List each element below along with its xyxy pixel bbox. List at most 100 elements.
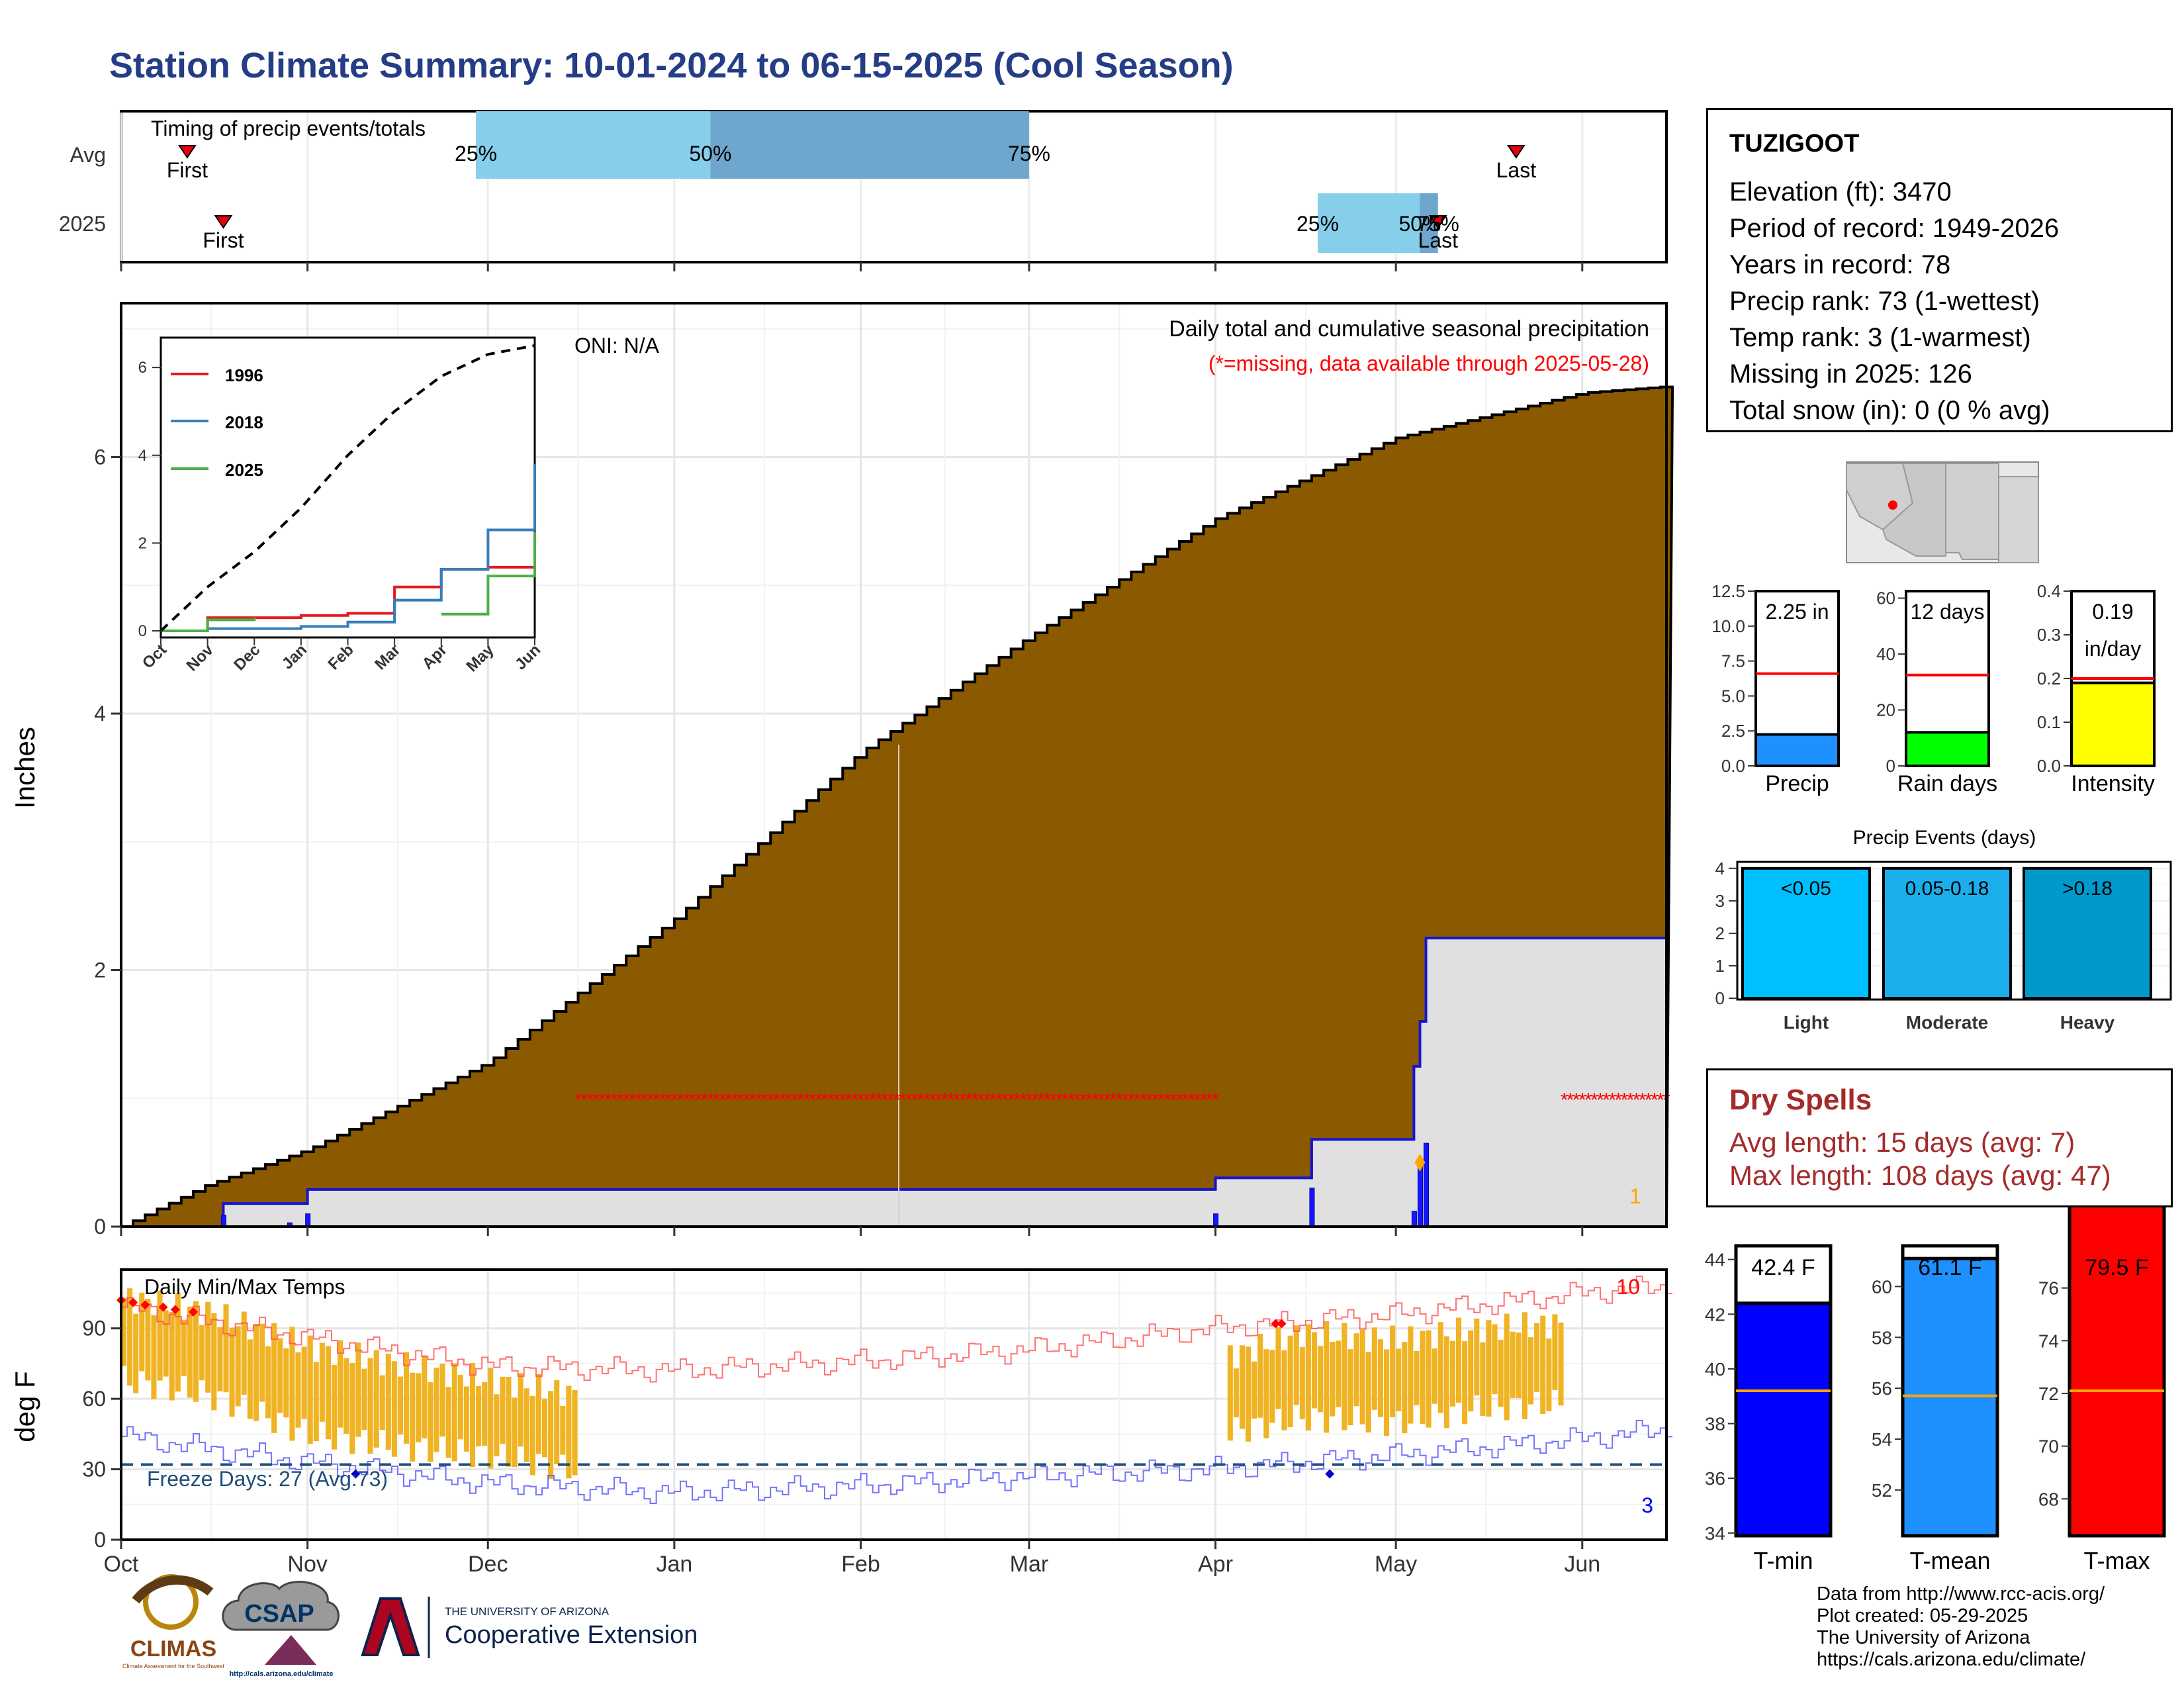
avg-q2-q3-band — [710, 111, 1029, 179]
temp-range-bar — [385, 1353, 391, 1450]
missing-star: * — [923, 1089, 931, 1111]
temp-range-bar — [1462, 1341, 1468, 1425]
missing-star: * — [1657, 1089, 1664, 1111]
inset-series-2025 — [161, 532, 536, 632]
missing-star: * — [827, 1089, 835, 1111]
temp-range-bar — [1468, 1330, 1474, 1412]
missing-star: * — [1007, 1089, 1015, 1111]
timing-marks — [178, 111, 1525, 253]
temp-range-bar — [307, 1335, 313, 1444]
missing-star: * — [1608, 1089, 1616, 1111]
summary-value-label-0: 2.25 in — [1765, 600, 1829, 624]
temp-range-bar — [247, 1339, 253, 1419]
summary-value-bar-0 — [1754, 733, 1840, 767]
temp-range-bar — [410, 1372, 416, 1462]
missing-star: * — [616, 1089, 624, 1111]
timing-panel: Timing of precip events/totals Avg 2025 … — [59, 110, 1668, 271]
temp-range-bar — [1420, 1331, 1426, 1425]
inset-legend: 1996 2018 2025 — [171, 365, 263, 480]
temp-range-bar — [1324, 1321, 1330, 1433]
2025-first-label: First — [203, 228, 244, 252]
missing-star: * — [809, 1089, 817, 1111]
precip-ytick-label: 2 — [94, 959, 106, 982]
precip-frame — [120, 302, 1668, 1228]
missing-star: * — [1140, 1089, 1148, 1111]
missing-star: * — [965, 1089, 973, 1111]
temp-summary-bars: 34 36 38 40 42 44 42.4 F T-min 52 54 56 58 60 61.1 F T… — [1705, 1194, 2166, 1574]
temp-summary-tick-label: 72 — [2038, 1383, 2059, 1404]
temp-range-bar — [127, 1288, 133, 1386]
temp-range-bar — [1390, 1325, 1396, 1417]
missing-star: * — [1187, 1089, 1195, 1111]
temp-summary-label-2: T-max — [2083, 1547, 2150, 1574]
precip-ytick-label: 4 — [94, 702, 106, 726]
events-category-label: Heavy — [2060, 1012, 2115, 1033]
record-low-marker — [351, 1469, 361, 1479]
month-tick-label: Jan — [656, 1552, 692, 1577]
missing-star: * — [1169, 1089, 1177, 1111]
temp-range-bar — [494, 1394, 500, 1457]
missing-star: * — [899, 1089, 907, 1111]
temp-range-bar — [271, 1323, 277, 1433]
temp-range-bar — [391, 1361, 397, 1457]
missing-star: * — [971, 1089, 979, 1111]
missing-star: * — [887, 1089, 895, 1111]
credits: Data from http://www.rcc-acis.org/ Plot … — [1817, 1583, 2105, 1671]
temp-range-bar — [1437, 1322, 1443, 1413]
missing-star: * — [1031, 1089, 1039, 1111]
temp-range-bar — [1528, 1337, 1534, 1405]
summary-label-1: Rain days — [1897, 771, 1997, 796]
missing-star: * — [1621, 1089, 1629, 1111]
missing-star: * — [1567, 1089, 1574, 1111]
missing-star: * — [863, 1089, 871, 1111]
missing-star: * — [713, 1089, 721, 1111]
month-tick-label: May — [1375, 1552, 1417, 1577]
events-bar-heavy — [2023, 867, 2152, 1000]
temp-label: Daily Min/Max Temps — [144, 1275, 345, 1299]
temp-range-bar — [1510, 1331, 1516, 1398]
precip-caption: Daily total and cumulative seasonal prec… — [1169, 316, 1649, 342]
climas-arc-icon — [132, 1575, 214, 1604]
record-high-marker — [140, 1300, 150, 1310]
daily-temp-bars — [121, 1288, 1564, 1479]
summary-value-label-1: 12 days — [1910, 600, 1984, 624]
temp-range-bar — [139, 1292, 145, 1372]
month-tick-label: Feb — [841, 1552, 880, 1577]
station-info-box: TUZIGOOT Elevation (ft): 3470 Period of … — [1706, 108, 2173, 432]
precip-y-axis: 0 2 4 6 — [94, 445, 1584, 1239]
missing-star: * — [1645, 1089, 1653, 1111]
missing-star: * — [1085, 1089, 1093, 1111]
daily-precip-bar — [1411, 1211, 1417, 1227]
climas-logo-text: CLIMAS — [130, 1636, 216, 1662]
missing-star: * — [694, 1089, 702, 1111]
missing-star: * — [851, 1089, 859, 1111]
avg-first-label: First — [167, 158, 208, 182]
missing-star: * — [586, 1089, 594, 1111]
map-state-nm — [1945, 463, 1999, 560]
missing-star: * — [839, 1089, 846, 1111]
missing-star: * — [574, 1089, 582, 1111]
missing-star: * — [743, 1089, 751, 1111]
inset-series-2018 — [207, 464, 536, 630]
missing-star: * — [653, 1089, 660, 1111]
ua-big-text: Cooperative Extension — [445, 1621, 698, 1649]
temp-range-bar — [1396, 1348, 1402, 1412]
ua-a-icon — [361, 1597, 420, 1656]
temp-range-bar — [277, 1338, 283, 1413]
csap-url: http://cals.arizona.edu/climate — [229, 1670, 333, 1678]
temp-range-bar — [488, 1368, 494, 1469]
temp-range-bar — [1492, 1324, 1498, 1395]
temp-range-bar — [1534, 1323, 1540, 1392]
temp-range-bar — [1540, 1315, 1546, 1414]
inset-ytick-label: 6 — [138, 359, 147, 377]
avg-25-label: 25% — [455, 142, 497, 165]
inset-average-line — [159, 344, 535, 632]
month-tick-label: Jun — [1564, 1552, 1600, 1577]
csap-logo: CSAP http://cals.arizona.edu/climate — [222, 1581, 340, 1678]
events-chart: Precip Events (days) <0.05 Light 0.05-0.18… — [1715, 827, 2172, 1033]
temp-range-bar — [1269, 1350, 1275, 1423]
inset-frame — [159, 336, 536, 639]
timing-row-2025: 2025 — [59, 212, 106, 236]
missing-star: * — [749, 1089, 756, 1111]
temp-range-bar — [1498, 1339, 1504, 1407]
